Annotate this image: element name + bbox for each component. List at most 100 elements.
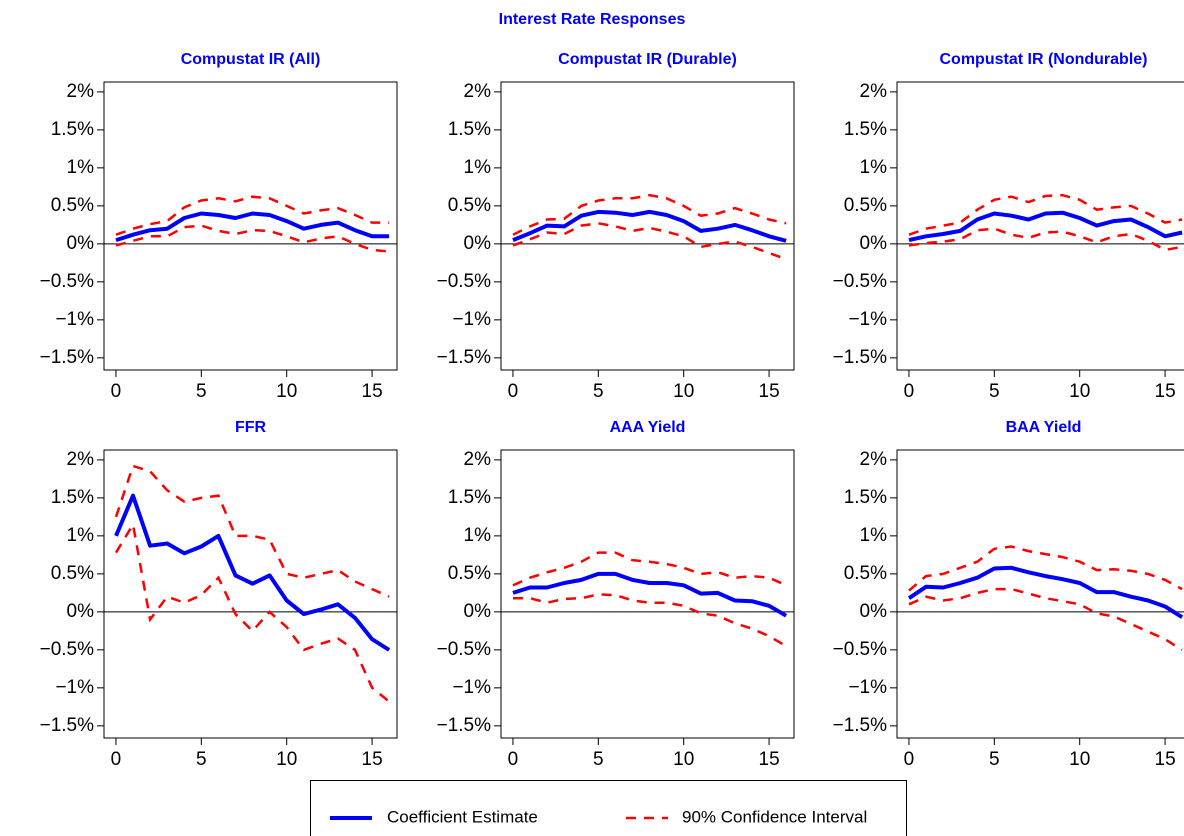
y-tick-label: 0% [67, 233, 95, 254]
plot-frame [896, 81, 1184, 371]
y-tick-label: 2% [860, 449, 888, 470]
estimate-line [907, 565, 1184, 619]
confidence-line [114, 464, 390, 598]
plot-frame [500, 449, 795, 739]
legend: Coefficient Estimate 90% Confidence Inter… [310, 780, 907, 836]
confidence-line [512, 222, 787, 261]
plot-frame [103, 81, 398, 371]
x-tick-label: 0 [508, 749, 519, 770]
confidence-line [512, 193, 787, 236]
panel-title: Compustat IR (All) [181, 51, 321, 68]
y-tick-label: −0.5% [437, 639, 492, 660]
panel-title: FFR [235, 419, 267, 436]
y-tick-label: −1% [55, 677, 94, 698]
y-tick-label: −1% [55, 309, 94, 330]
plot-frame [500, 81, 795, 371]
confidence-line [908, 545, 1183, 592]
y-tick-label: −0.5% [437, 271, 492, 292]
confidence-line [908, 587, 1183, 651]
x-tick-label: 5 [593, 381, 604, 402]
y-tick-label: −1% [848, 309, 887, 330]
x-tick-label: 0 [508, 381, 519, 402]
plot-area [104, 464, 397, 703]
y-tick-label: 1.5% [51, 119, 94, 140]
panel-title: Compustat IR (Durable) [558, 51, 737, 68]
x-tick-label: 5 [196, 749, 207, 770]
legend-frame [310, 780, 907, 836]
x-tick-label: 10 [673, 381, 694, 402]
plot-area [501, 551, 794, 648]
y-tick-label: 1.5% [844, 487, 887, 508]
estimate-line [115, 211, 390, 243]
x-tick-label: 10 [276, 381, 297, 402]
x-tick-label: 5 [989, 749, 1000, 770]
confidence-line [115, 195, 390, 236]
y-tick-label: 1% [67, 525, 95, 546]
y-tick-label: 0% [67, 601, 95, 622]
x-tick-label: 0 [111, 749, 122, 770]
x-tick-label: 10 [276, 749, 297, 770]
y-tick-label: 0.5% [844, 563, 887, 584]
estimate-line [512, 571, 788, 618]
y-tick-label: −1.5% [437, 715, 492, 736]
y-tick-label: 2% [464, 449, 492, 470]
x-tick-label: 0 [904, 381, 915, 402]
y-tick-label: 1% [860, 525, 888, 546]
y-tick-label: 0.5% [448, 563, 491, 584]
panel-title: BAA Yield [1006, 419, 1082, 436]
y-tick-label: −1.5% [833, 347, 888, 368]
plot-area [104, 195, 397, 253]
legend-label: 90% Confidence Interval [682, 807, 867, 826]
y-tick-label: 2% [464, 81, 492, 102]
x-tick-label: 10 [673, 749, 694, 770]
panel-title: Compustat IR (Nondurable) [940, 51, 1148, 68]
y-tick-label: 0% [860, 601, 888, 622]
y-tick-label: 1.5% [448, 487, 491, 508]
y-tick-label: −1.5% [40, 347, 95, 368]
y-tick-label: 1.5% [448, 119, 491, 140]
x-tick-label: 15 [362, 381, 383, 402]
figure-title: Interest Rate Responses [499, 11, 686, 28]
y-tick-label: −1% [452, 309, 491, 330]
y-tick-label: −1.5% [437, 347, 492, 368]
y-tick-label: 0.5% [51, 195, 94, 216]
y-tick-label: 0% [464, 601, 492, 622]
x-tick-label: 0 [111, 381, 122, 402]
x-tick-label: 15 [1155, 381, 1176, 402]
legend-label: Coefficient Estimate [387, 807, 538, 826]
y-tick-label: 2% [67, 81, 95, 102]
confidence-line [908, 227, 1183, 252]
y-tick-label: 0.5% [51, 563, 94, 584]
y-tick-label: 0.5% [448, 195, 491, 216]
y-tick-label: −1% [848, 677, 887, 698]
y-tick-label: 1% [464, 157, 492, 178]
y-tick-label: 2% [67, 449, 95, 470]
estimate-line [512, 209, 787, 243]
panel-title: AAA Yield [610, 419, 686, 436]
confidence-line [115, 224, 390, 253]
x-tick-label: 10 [1069, 381, 1090, 402]
y-tick-label: −1.5% [833, 715, 888, 736]
y-tick-label: 0% [860, 233, 888, 254]
y-tick-label: −0.5% [833, 639, 888, 660]
estimate-line [908, 210, 1183, 243]
y-tick-label: −1.5% [40, 715, 95, 736]
x-tick-label: 5 [593, 749, 604, 770]
y-tick-label: 1.5% [844, 119, 887, 140]
x-tick-label: 0 [904, 749, 915, 770]
x-tick-label: 15 [759, 749, 780, 770]
y-tick-label: −1% [452, 677, 491, 698]
y-tick-label: 0.5% [844, 195, 887, 216]
confidence-line [512, 551, 787, 587]
y-tick-label: −0.5% [40, 639, 95, 660]
plot-frame [103, 449, 398, 739]
plot-area [897, 545, 1184, 651]
y-tick-label: 1% [67, 157, 95, 178]
x-tick-label: 15 [362, 749, 383, 770]
y-tick-label: 2% [860, 81, 888, 102]
x-tick-label: 15 [759, 381, 780, 402]
plot-frame [896, 449, 1184, 739]
plot-area [501, 193, 794, 261]
